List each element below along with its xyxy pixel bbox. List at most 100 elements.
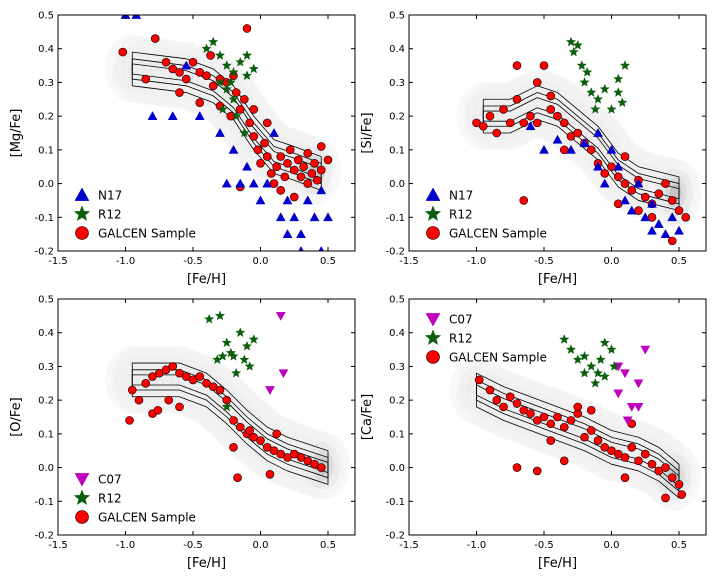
data-point-n17	[599, 178, 610, 188]
axis-ticks: -1.5 -1.0 -0.5 0.0 0.5 -0.2 -0.1 0.0 0.1 0.2 0.3 0.…	[385, 295, 706, 551]
legend-label: GALCEN Sample	[449, 351, 547, 365]
data-point-galcen-sample	[233, 473, 242, 482]
data-point-galcen-sample	[262, 443, 272, 452]
data-point-galcen-sample	[667, 196, 677, 205]
axis-ticks: -1.5 -1.0 -0.5 0.0 0.5 -0.2 -0.1 0.0 0.1 0.2 0.3 0.…	[34, 11, 355, 267]
data-point-n17	[667, 212, 678, 222]
contour-line	[482, 97, 680, 200]
legend-marker-galcen-sample	[75, 226, 89, 240]
x-tick-label: 0.0	[253, 540, 269, 551]
data-point-n17	[228, 144, 239, 154]
data-point-r12	[599, 83, 610, 94]
chart-panel-top-right: -1.5 -1.0 -0.5 0.0 0.5 -0.2 -0.1 0.0 0.1 0.2 0.3 0.…	[360, 11, 707, 287]
y-tick-label: 0.3	[389, 362, 405, 373]
data-point-r12	[201, 43, 212, 54]
data-point-galcen-sample	[208, 382, 218, 391]
axis-ticks: -1.5 -1.0 -0.5 0.0 0.5 -0.2 -0.1 0.0 0.1 0.2 0.3 0.…	[34, 295, 355, 551]
legend-marker-n17	[74, 187, 90, 201]
data-point-galcen-sample	[285, 145, 295, 155]
data-point-galcen-sample	[175, 68, 184, 77]
axis-ticks: -1.5 -1.0 -0.5 0.0 0.5 -0.2 -0.1 0.0 0.1 0.2 0.3 0.…	[385, 11, 706, 267]
series-galcen-sample	[472, 61, 691, 246]
data-point-galcen-sample	[546, 419, 556, 429]
legend: N17 R12 GALCEN Sample	[424, 187, 547, 241]
data-point-galcen-sample	[206, 51, 215, 60]
data-point-galcen-sample	[202, 71, 211, 80]
data-point-galcen-sample	[289, 449, 299, 459]
data-point-r12	[221, 60, 232, 70]
data-point-r12	[217, 104, 228, 114]
data-point-galcen-sample	[677, 490, 687, 499]
data-point-r12	[606, 104, 617, 114]
data-point-n17	[242, 161, 252, 171]
data-point-n17	[235, 178, 246, 188]
data-point-galcen-sample	[310, 459, 319, 469]
data-point-n17	[255, 195, 266, 205]
y-tick-label: 0.2	[38, 396, 54, 407]
data-point-r12	[572, 39, 583, 50]
data-point-n17	[215, 127, 225, 137]
data-point-galcen-sample	[505, 118, 515, 128]
data-point-galcen-sample	[175, 88, 184, 97]
data-point-galcen-sample	[260, 138, 269, 148]
data-point-r12	[228, 350, 239, 361]
data-point-galcen-sample	[181, 74, 191, 84]
y-tick-label: 0.1	[389, 145, 405, 156]
data-point-r12	[579, 77, 590, 87]
data-point-n17	[660, 229, 671, 238]
x-tick-label: 0.0	[604, 540, 620, 551]
data-point-r12	[228, 66, 239, 77]
data-point-galcen-sample	[474, 375, 484, 385]
data-point-r12	[576, 60, 587, 70]
data-point-galcen-sample	[512, 94, 522, 104]
data-point-r12	[241, 50, 253, 60]
data-point-n17	[282, 195, 293, 205]
data-point-n17	[147, 111, 158, 120]
data-point-n17	[289, 212, 300, 222]
data-point-r12	[231, 110, 242, 121]
y-tick-label: 0.3	[38, 362, 54, 373]
data-point-galcen-sample	[532, 416, 542, 425]
data-point-galcen-sample	[262, 152, 272, 161]
data-point-galcen-sample	[141, 378, 151, 388]
data-point-r12	[248, 334, 259, 344]
data-point-galcen-sample	[526, 111, 535, 121]
data-point-c07	[275, 312, 286, 321]
data-point-galcen-sample	[485, 111, 495, 121]
y-tick-label: -0.1	[385, 213, 405, 224]
data-point-n17	[194, 111, 205, 120]
y-tick-label: 0.5	[38, 295, 54, 306]
data-point-galcen-sample	[586, 426, 596, 435]
x-tick-label: 0.0	[253, 256, 269, 267]
legend-marker-r12	[73, 205, 91, 221]
data-point-galcen-sample	[627, 186, 637, 195]
series-r12	[204, 310, 259, 412]
legend-label: N17	[449, 189, 473, 203]
data-point-n17	[131, 15, 142, 19]
y-tick-label: 0.5	[389, 295, 405, 306]
data-point-n17	[674, 225, 684, 235]
data-point-galcen-sample	[256, 159, 265, 168]
data-point-galcen-sample	[249, 105, 259, 114]
data-point-r12	[592, 367, 604, 378]
x-tick-label: -1.5	[48, 540, 68, 551]
data-point-galcen-sample	[141, 74, 151, 84]
data-point-n17	[593, 161, 603, 171]
data-point-galcen-sample	[134, 395, 144, 405]
data-point-galcen-sample	[316, 142, 326, 151]
data-point-galcen-sample	[310, 159, 319, 168]
y-axis-label: [Mg/Fe]	[9, 109, 24, 158]
data-point-galcen-sample	[532, 118, 542, 128]
data-point-galcen-sample	[245, 118, 254, 128]
data-point-galcen-sample	[647, 459, 657, 469]
data-point-galcen-sample	[269, 446, 279, 456]
data-point-r12	[599, 337, 610, 348]
data-point-galcen-sample	[272, 162, 282, 172]
data-point-galcen-sample	[289, 165, 299, 175]
data-point-galcen-sample	[661, 179, 670, 188]
data-point-galcen-sample	[661, 463, 670, 472]
legend-label: GALCEN Sample	[98, 511, 196, 525]
data-point-galcen-sample	[593, 436, 603, 445]
data-point-galcen-sample	[573, 402, 583, 412]
data-point-galcen-sample	[485, 385, 495, 395]
